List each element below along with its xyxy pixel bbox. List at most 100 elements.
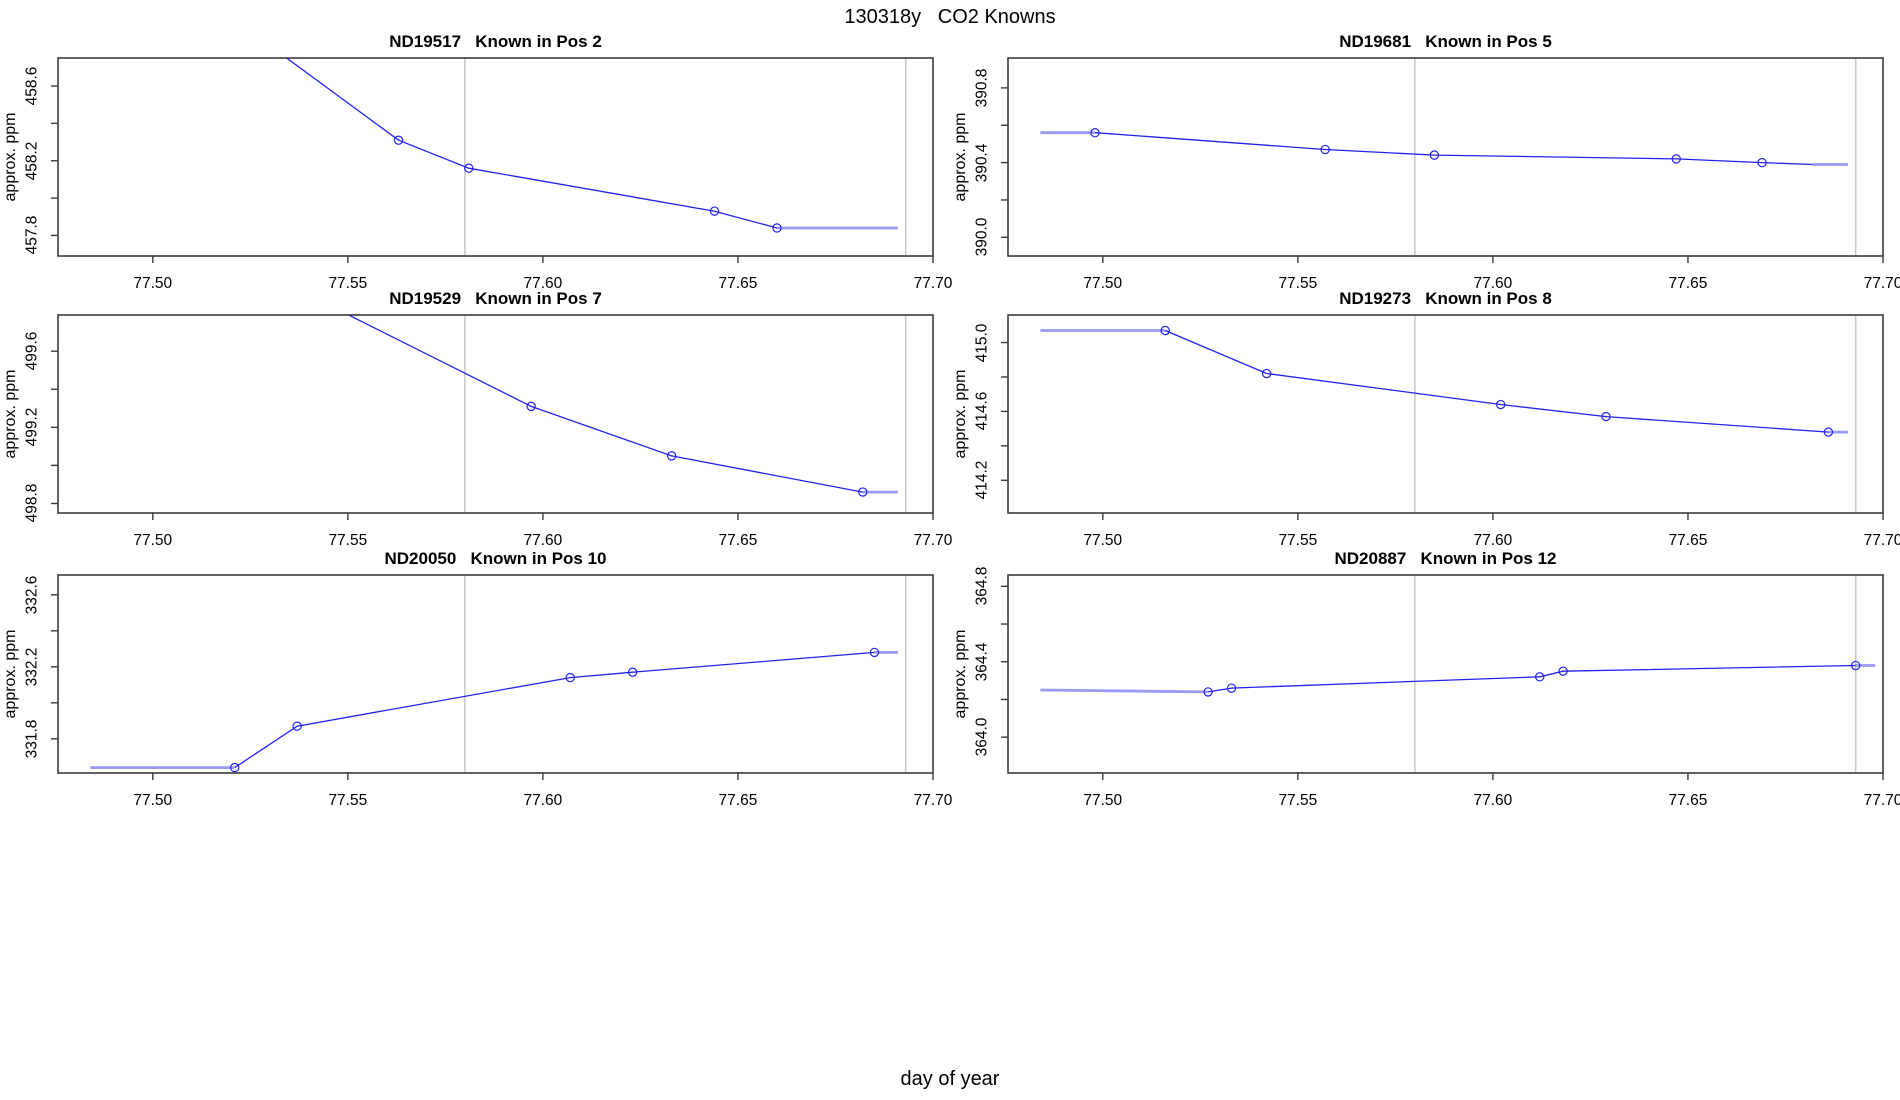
y-axis-label-ND20887: approx. ppm [952,629,969,719]
x-tick-label: 77.50 [1083,532,1123,549]
data-point-marker [666,451,677,461]
data-point-marker [1226,683,1237,693]
plot-svg-ND19273 [1001,314,1884,520]
y-tick-label: 390.0 [973,217,991,257]
x-tick-label: 77.50 [133,275,173,292]
data-point-marker [1160,325,1170,336]
plot-frame [57,314,934,514]
x-tick-label: 77.60 [523,275,563,292]
y-tick-label: 415.0 [973,323,991,362]
x-tick-label: 77.50 [1083,275,1123,292]
y-tick-label: 414.6 [973,392,991,431]
y-axis-label-ND20050: approx. ppm [2,629,19,719]
x-tick-label: 77.55 [328,275,368,292]
plot-svg-ND20050 [51,574,934,780]
panel-title-ND20887: ND20887 Known in Pos 12 [1334,549,1557,568]
data-point-marker [709,206,720,216]
x-tick-label: 77.50 [133,532,173,549]
y-tick-label: 364.8 [973,566,991,606]
x-tick-label: 77.60 [523,532,563,549]
series-lead-segment [1040,688,1209,694]
data-point-marker [858,487,868,497]
x-axis-label: day of year [900,1068,1000,1090]
y-tick-label: 499.6 [23,331,41,371]
plot-svg-ND20887 [1001,574,1884,780]
series-line-ND19517 [285,58,778,229]
x-tick-label: 77.60 [1473,275,1513,292]
x-tick-label: 77.65 [718,792,758,809]
data-point-marker [526,401,536,412]
x-tick-label: 77.70 [913,275,953,292]
x-tick-label: 77.65 [1668,792,1708,809]
figure-title: 130318y CO2 Knowns [844,6,1056,28]
data-point-marker [772,223,782,233]
data-point-marker [565,672,575,683]
panel-title-ND19517: ND19517 Known in Pos 2 [389,32,602,51]
y-axis-label-ND19517: approx. ppm [2,112,19,202]
y-axis-label-ND19681: approx. ppm [952,112,969,202]
plot-frame [1007,574,1884,774]
data-point-marker [1320,144,1330,155]
plot-frame [1007,57,1884,257]
x-tick-label: 77.60 [1473,532,1513,549]
y-tick-label: 332.2 [23,647,41,687]
data-point-marker [1601,411,1611,422]
y-tick-label: 331.8 [23,719,41,759]
panel-title-ND19529: ND19529 Known in Pos 7 [389,289,602,308]
x-tick-label: 77.50 [133,792,173,809]
y-axis-label-ND19273: approx. ppm [952,369,969,459]
series-line-ND20050 [234,651,875,769]
data-point-marker [393,135,404,145]
x-tick-label: 77.65 [1668,275,1708,292]
series-line-ND20887 [1207,664,1856,693]
x-tick-label: 77.70 [1863,792,1900,809]
data-point-marker [869,647,880,658]
x-tick-label: 77.60 [523,792,563,809]
plot-svg-ND19529 [51,314,934,520]
x-tick-label: 77.50 [1083,792,1123,809]
data-point-marker [1429,150,1440,160]
y-tick-label: 364.4 [973,642,991,682]
data-point-marker [464,163,474,173]
x-tick-label: 77.55 [328,532,368,549]
plot-frame [57,574,934,774]
x-tick-label: 77.65 [718,275,758,292]
y-tick-label: 457.8 [23,216,41,255]
y-tick-label: 458.6 [23,66,41,106]
x-tick-label: 77.70 [1863,275,1900,292]
data-point-marker [1203,687,1213,697]
data-point-marker [1757,157,1767,168]
data-point-marker [1495,399,1506,410]
plot-svg-ND19517 [51,57,934,263]
panel-title-ND20050: ND20050 Known in Pos 10 [384,549,607,568]
data-point-marker [1558,666,1568,676]
x-tick-label: 77.55 [328,792,368,809]
y-tick-label: 332.6 [23,575,41,615]
y-tick-label: 499.2 [23,407,41,447]
x-tick-label: 77.55 [1278,532,1318,549]
data-point-marker [230,762,240,773]
data-point-marker [1090,128,1100,138]
y-tick-label: 364.0 [973,717,991,757]
x-tick-label: 77.60 [1473,792,1513,809]
x-tick-label: 77.70 [913,792,953,809]
plot-frame [1007,314,1884,514]
data-point-marker [292,721,302,731]
plot-frame [57,57,934,257]
y-tick-label: 414.2 [973,460,991,500]
y-tick-label: 458.2 [23,141,41,181]
data-point-marker [1850,660,1861,671]
x-tick-label: 77.55 [1278,792,1318,809]
data-point-marker [627,667,638,677]
y-tick-label: 390.4 [973,143,991,182]
y-axis-label-ND19529: approx. ppm [2,369,19,459]
data-point-marker [1823,427,1834,437]
x-tick-label: 77.70 [1863,532,1900,549]
x-tick-label: 77.70 [913,532,953,549]
panel-title-ND19681: ND19681 Known in Pos 5 [1339,32,1552,51]
x-tick-label: 77.65 [1668,532,1708,549]
series-line-ND19273 [1164,329,1829,433]
x-tick-label: 77.55 [1278,275,1318,292]
data-point-marker [1535,672,1545,682]
